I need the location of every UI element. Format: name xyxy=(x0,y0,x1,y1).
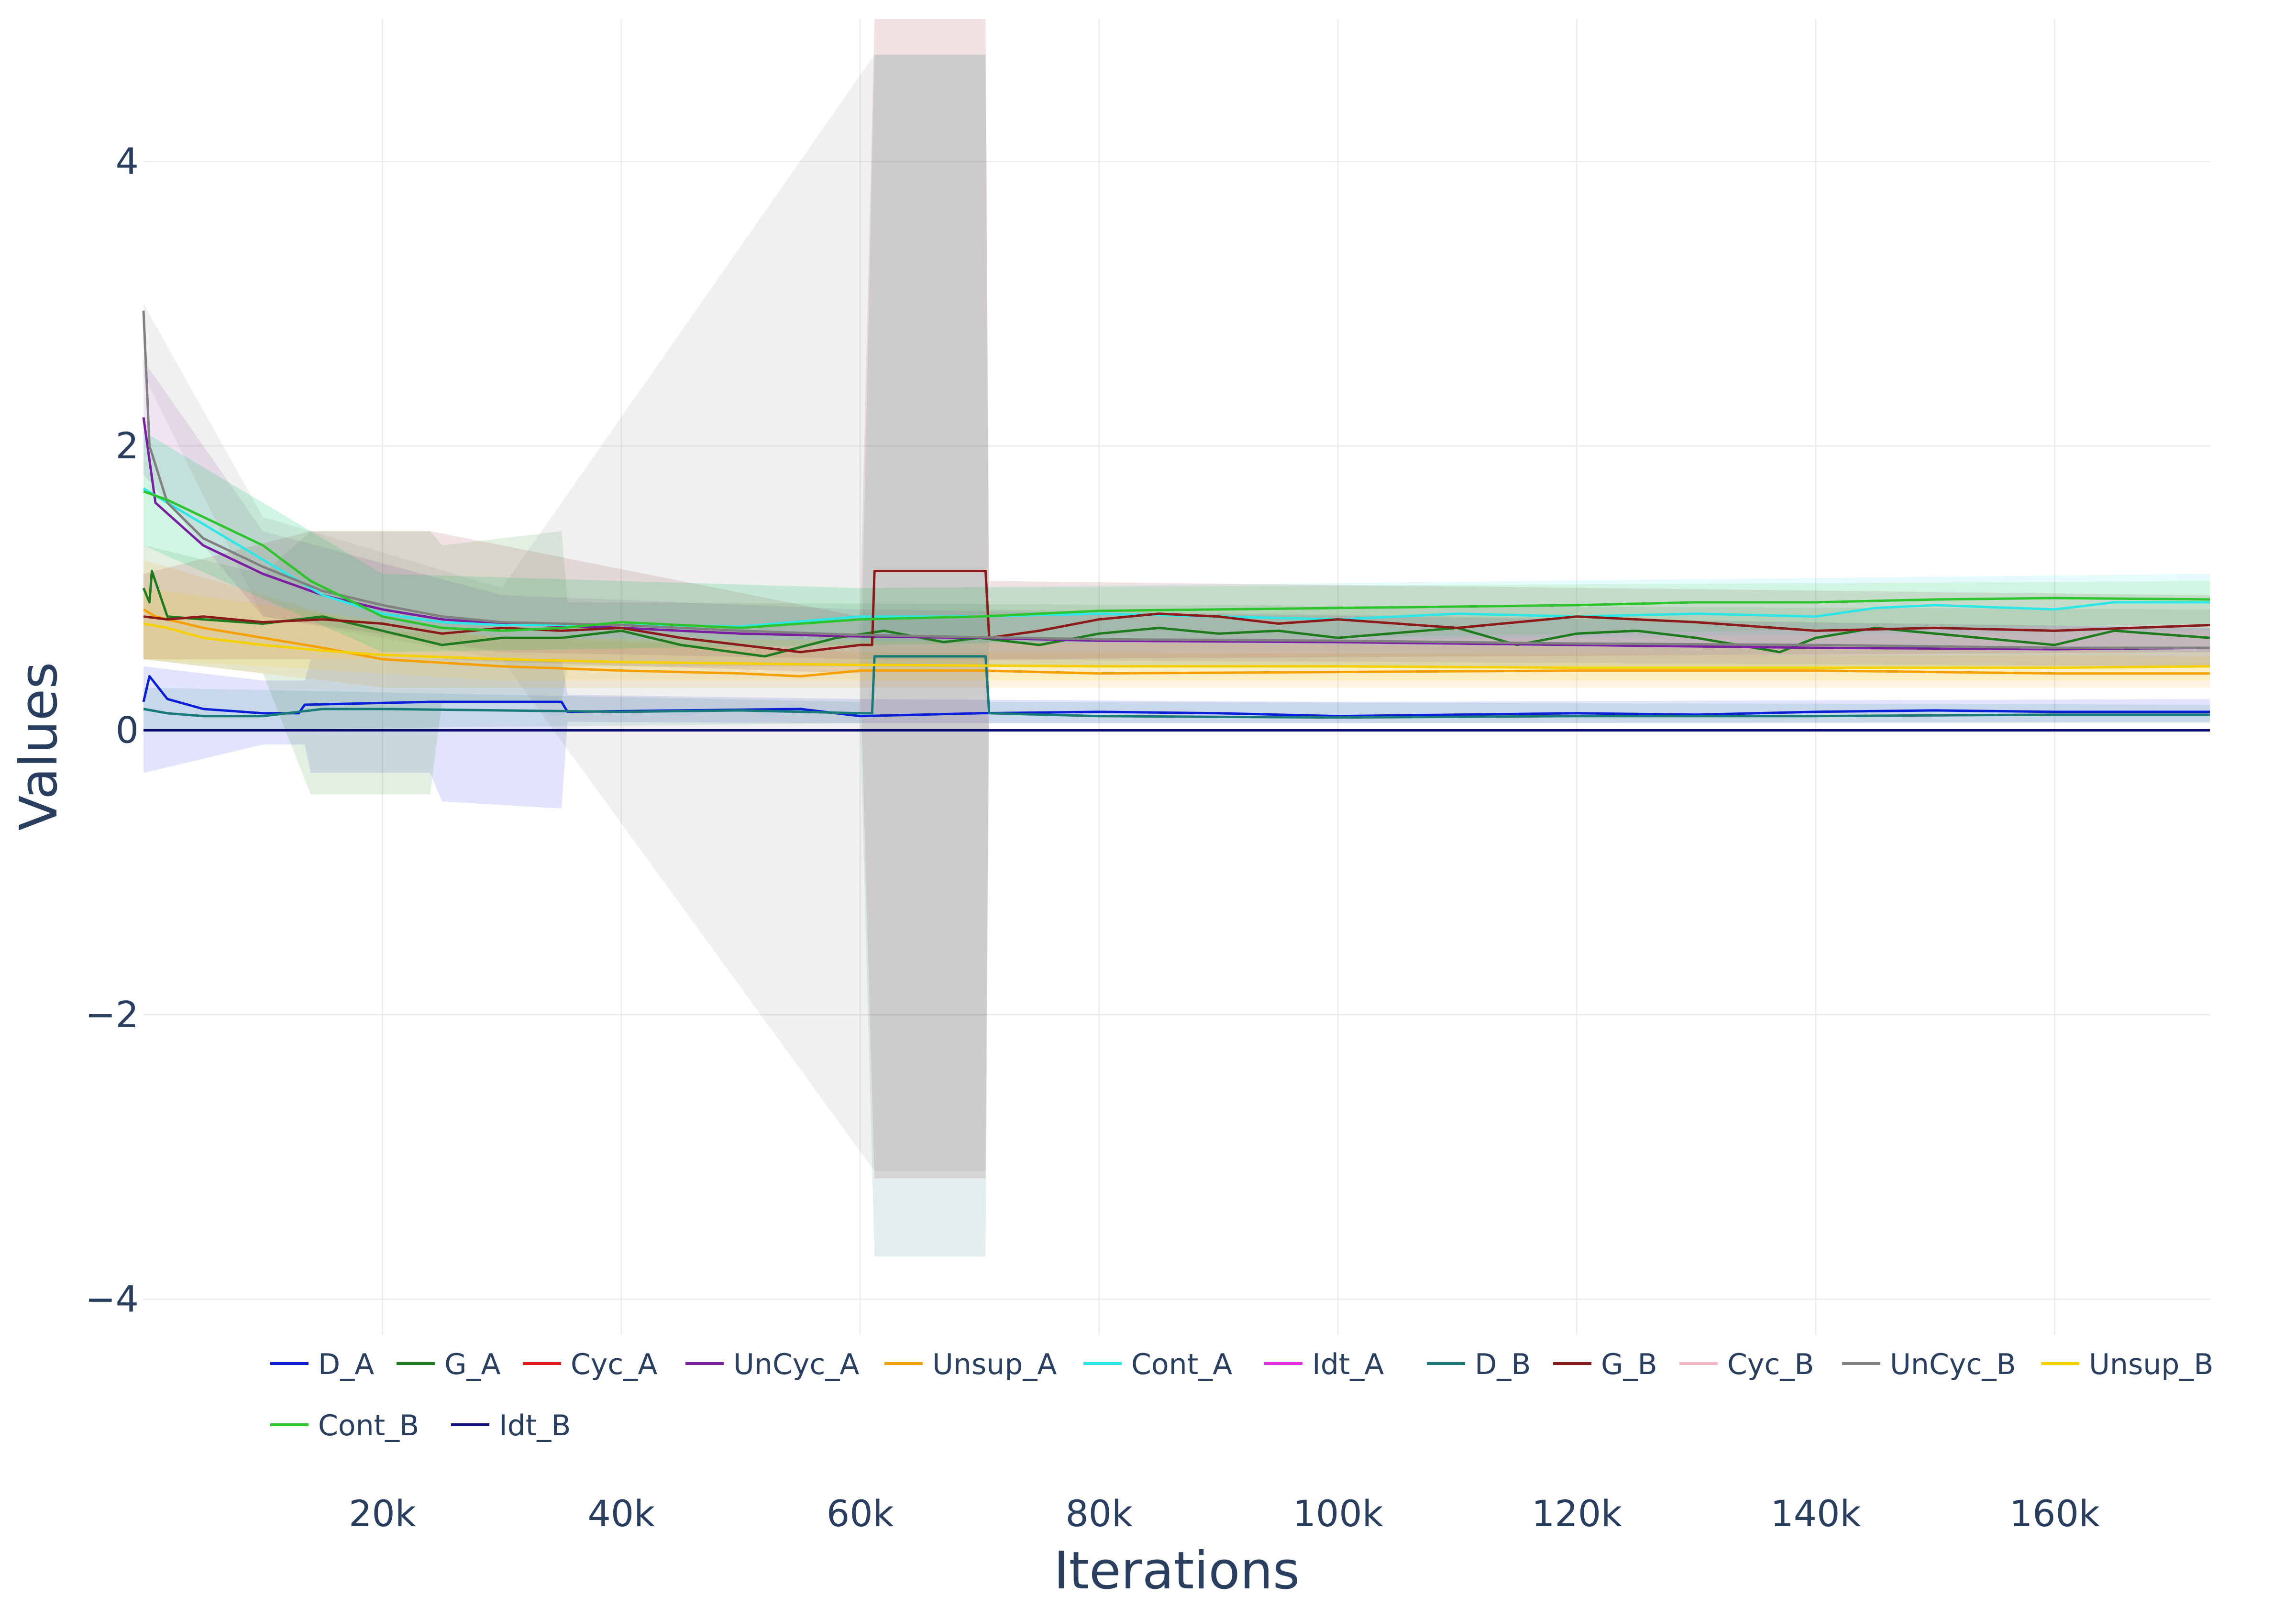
legend-item-Cyc_B: Cyc_B xyxy=(1679,1348,1814,1381)
x-tick-label: 60k xyxy=(827,1492,894,1535)
y-tick-labels: −4 −2 0 2 4 xyxy=(85,140,139,1320)
legend-item-G_B: G_B xyxy=(1553,1348,1657,1381)
legend-label: Cyc_A xyxy=(571,1348,657,1381)
line-G_B xyxy=(143,570,2210,654)
y-tick-label: −4 xyxy=(85,1278,139,1320)
legend-label: UnCyc_A xyxy=(733,1348,859,1381)
legend-label: Unsup_B xyxy=(2089,1348,2213,1381)
legend-label: G_B xyxy=(1601,1348,1657,1381)
band-Cont_B xyxy=(144,432,2210,652)
x-axis-title: Iterations xyxy=(1054,1541,1300,1597)
band-Cont_A xyxy=(144,432,2210,652)
band-UnCyc_A xyxy=(144,360,2210,666)
x-tick-label: 80k xyxy=(1065,1492,1133,1535)
series-lines xyxy=(142,311,2210,732)
legend-label: Cont_A xyxy=(1131,1348,1232,1381)
legend-item-D_A: D_A xyxy=(270,1348,374,1381)
x-tick-label: 100k xyxy=(1293,1492,1383,1535)
legend-label: UnCyc_B xyxy=(1890,1348,2016,1381)
line-Cont_B xyxy=(143,490,2210,632)
y-tick-label: 2 xyxy=(116,424,139,467)
band-Unsup_A xyxy=(144,559,2210,688)
y-tick-label: 4 xyxy=(116,140,139,182)
legend-label: D_B xyxy=(1475,1348,1531,1381)
x-tick-label: 40k xyxy=(587,1492,655,1535)
legend-label: Idt_B xyxy=(499,1409,571,1442)
x-tick-label: 20k xyxy=(349,1492,416,1535)
line-Cont_A xyxy=(143,487,2210,628)
grid-lines xyxy=(144,19,2210,1335)
legend-label: G_A xyxy=(444,1348,501,1381)
y-tick-label: 0 xyxy=(116,709,139,751)
legend-item-UnCyc_A: UnCyc_A xyxy=(685,1348,859,1381)
legend-label: Unsup_A xyxy=(932,1348,1057,1381)
legend-label: Cyc_B xyxy=(1727,1348,1814,1381)
x-tick-label: 160k xyxy=(2009,1492,2100,1535)
band-G_B xyxy=(144,19,2210,1178)
legend-item-Cont_A: Cont_A xyxy=(1083,1348,1232,1381)
band-UnCyc_B xyxy=(144,55,2210,1172)
legend-item-Unsup_B: Unsup_B xyxy=(2041,1348,2213,1381)
legend-item-Unsup_A: Unsup_A xyxy=(884,1348,1057,1381)
line-Unsup_A xyxy=(143,608,2210,678)
line-D_B xyxy=(143,655,2210,719)
legend-item-Idt_B: Idt_B xyxy=(451,1409,571,1442)
legend: D_A G_A Cyc_A UnCyc_A Unsup_A Cont_A Idt_A D_B G… xyxy=(270,1348,2213,1442)
line-Unsup_B xyxy=(143,622,2210,669)
legend-item-UnCyc_B: UnCyc_B xyxy=(1842,1348,2016,1381)
line-UnCyc_B xyxy=(142,311,2210,649)
band-G_A xyxy=(144,531,2210,795)
legend-item-D_B: D_B xyxy=(1427,1348,1531,1381)
y-tick-label: −2 xyxy=(85,993,139,1036)
line-UnCyc_A xyxy=(142,417,2210,651)
legend-item-Cyc_A: Cyc_A xyxy=(523,1348,657,1381)
legend-label: D_A xyxy=(318,1348,374,1381)
band-D_A xyxy=(144,659,2210,809)
band-Unsup_B xyxy=(144,588,2210,681)
legend-label: Cont_B xyxy=(318,1409,419,1442)
y-axis-title: Values xyxy=(9,662,69,831)
line-G_A xyxy=(142,570,2210,658)
x-tick-label: 140k xyxy=(1770,1492,1861,1535)
bands xyxy=(144,19,2210,1257)
x-tick-labels: 20k 40k 60k 80k 100k 120k 140k 160k xyxy=(349,1492,2100,1535)
x-tick-label: 120k xyxy=(1532,1492,1622,1535)
legend-item-Idt_A: Idt_A xyxy=(1264,1348,1384,1381)
legend-label: Idt_A xyxy=(1312,1348,1384,1381)
legend-item-G_A: G_A xyxy=(397,1348,501,1381)
legend-item-Cont_B: Cont_B xyxy=(270,1409,419,1442)
